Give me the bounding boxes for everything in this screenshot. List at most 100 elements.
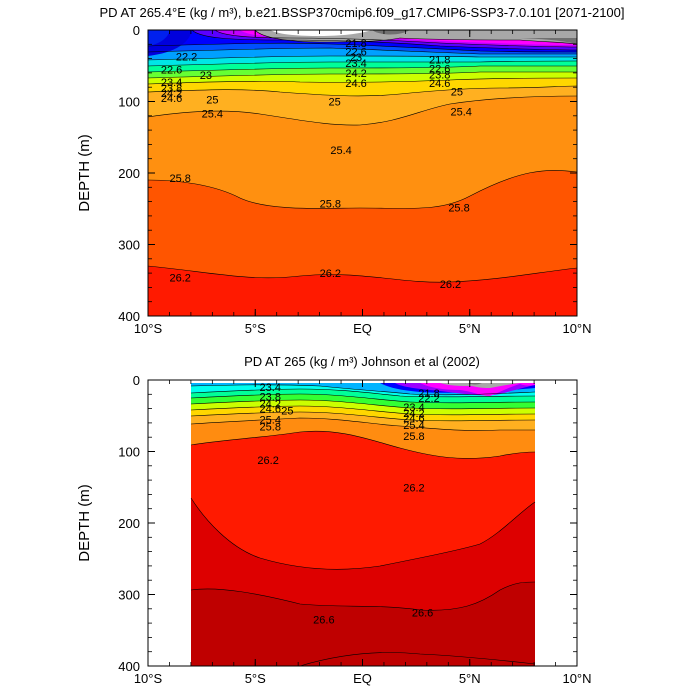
x-tick-label: EQ — [353, 321, 372, 336]
contour-label: 24.6 — [161, 93, 182, 105]
contour-label: 23 — [350, 52, 362, 64]
contour-label: 21.8 — [418, 388, 439, 400]
contour-line — [148, 71, 577, 79]
contour-label: 25.8 — [320, 199, 341, 211]
contour-label: 25.8 — [169, 173, 190, 185]
contour-line — [190, 581, 536, 611]
contour-label: 23.8 — [260, 391, 281, 403]
contour-label: 23.8 — [429, 69, 450, 81]
bottom-y-axis-label: DEPTH (m) — [76, 484, 93, 562]
contour-label: 26.2 — [440, 279, 461, 291]
y-tick-label: 100 — [118, 95, 140, 110]
x-tick-label: 5°N — [459, 671, 481, 686]
contour-line — [299, 652, 536, 666]
x-tick-label: 5°S — [245, 321, 266, 336]
contour-label: 24.6 — [345, 78, 366, 90]
fill-surface-white — [270, 30, 372, 36]
contour-label: 22.2 — [176, 51, 197, 63]
fill-surface-dark-b — [468, 383, 482, 385]
contour-label: 24.6 — [260, 404, 281, 416]
fill-surface-dark — [372, 30, 577, 44]
y-tick-label: 400 — [118, 309, 140, 324]
x-tick-label: 5°S — [245, 671, 266, 686]
y-tick-label: 200 — [118, 166, 140, 181]
contour-line — [190, 384, 536, 396]
contour-line — [191, 30, 577, 51]
contour-label: 24.2 — [161, 88, 182, 100]
contour-label: 26.6 — [313, 615, 334, 627]
contour-label: 25.4 — [403, 420, 424, 432]
contour-line — [190, 411, 536, 422]
y-tick-label: 0 — [133, 23, 140, 38]
bottom-contour-fills — [191, 383, 535, 666]
contour-line — [190, 497, 536, 570]
contour-line — [190, 405, 536, 416]
contour-label: 23.4 — [161, 77, 182, 89]
contour-line — [148, 85, 577, 97]
bottom-contour-lines — [190, 384, 536, 666]
contour-label: 24.2 — [345, 68, 366, 80]
contour-line — [148, 60, 577, 67]
x-tick-label: 10°S — [134, 671, 163, 686]
top-axes: 10°S 5°S EQ 5°N 10°N 0 100 200 300 400 — [118, 23, 591, 336]
contour-label: 25.4 — [450, 107, 471, 119]
contour-label: 25.8 — [260, 421, 281, 433]
fill-west-deep — [148, 30, 170, 46]
contour-label: 26.2 — [169, 272, 190, 284]
y-tick-label: 200 — [118, 516, 140, 531]
contour-label: 25.4 — [260, 414, 281, 426]
contour-line — [148, 265, 577, 283]
x-tick-label: EQ — [353, 671, 372, 686]
contour-label: 23.8 — [161, 83, 182, 95]
contour-label: 21.8 — [429, 54, 450, 66]
top-y-axis-label: DEPTH (m) — [76, 134, 93, 212]
contour-label: 21.8 — [345, 38, 366, 50]
contour-line — [190, 430, 536, 459]
contour-line — [190, 388, 536, 398]
contour-line — [148, 42, 577, 53]
contour-label: 25.4 — [202, 109, 223, 121]
y-tick-label: 400 — [118, 659, 140, 674]
bottom-contour-labels: 23.423.824.224.6 2525.425.821.822.223.424… — [257, 382, 439, 626]
contour-line — [190, 417, 535, 431]
bottom-chart-title: PD AT 265 (kg / m³) Johnson et al (2002) — [244, 354, 480, 369]
contour-line — [148, 77, 577, 85]
contour-label: 22.6 — [429, 64, 450, 76]
y-tick-label: 0 — [133, 373, 140, 388]
contour-label: 23.4 — [260, 382, 281, 394]
top-contour-lines — [148, 30, 577, 283]
contour-label: 23 — [200, 70, 212, 82]
contour-label: 25.8 — [448, 202, 469, 214]
contour-label: 25.8 — [403, 431, 424, 443]
fill-surface-grey-b — [440, 383, 520, 388]
contour-line — [190, 393, 536, 404]
contour-line — [148, 95, 577, 126]
contour-label: 25 — [451, 86, 463, 98]
y-tick-label: 100 — [118, 445, 140, 460]
y-tick-label: 300 — [118, 238, 140, 253]
x-tick-label: 5°N — [459, 321, 481, 336]
contour-label: 25 — [328, 97, 340, 109]
contour-line — [148, 47, 577, 55]
contour-label: 23.4 — [403, 402, 424, 414]
contour-label: 24.6 — [403, 413, 424, 425]
fill-21-0-band — [420, 383, 535, 396]
contour-label: 24.6 — [429, 78, 450, 90]
contour-label: 22.2 — [418, 393, 439, 405]
x-tick-label: 10°N — [562, 671, 591, 686]
contour-label: 26.2 — [257, 455, 278, 467]
contour-label: 26.6 — [412, 607, 433, 619]
contour-label: 24.2 — [403, 408, 424, 420]
contour-line — [214, 30, 577, 48]
contour-label: 26.2 — [403, 482, 424, 494]
contour-line — [190, 399, 536, 410]
contour-label: 25 — [281, 406, 293, 418]
x-tick-label: 10°S — [134, 321, 163, 336]
contour-line — [148, 65, 577, 73]
x-tick-label: 10°N — [562, 321, 591, 336]
contour-label: 25.4 — [330, 145, 351, 157]
contour-label: 26.2 — [320, 268, 341, 280]
bottom-axes: 10°S 5°S EQ 5°N 10°N 0 100 200 300 400 — [118, 373, 591, 686]
